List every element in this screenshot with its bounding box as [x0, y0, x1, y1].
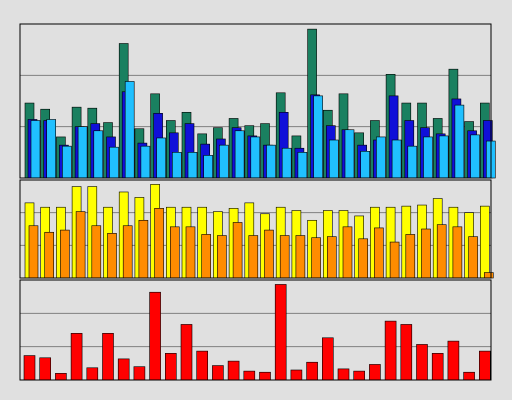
plot-border	[19, 23, 492, 179]
bar	[337, 368, 350, 381]
bar	[266, 144, 276, 179]
bar	[117, 358, 130, 381]
bar	[91, 225, 102, 279]
bar	[436, 224, 447, 279]
bar	[196, 350, 208, 381]
bar	[389, 241, 400, 279]
bar	[407, 145, 418, 179]
bar	[447, 340, 460, 381]
bar	[400, 324, 413, 381]
bar	[468, 236, 478, 279]
bar	[470, 134, 480, 179]
bar	[297, 152, 308, 179]
bar	[234, 130, 245, 179]
bar	[203, 155, 213, 179]
bar	[416, 344, 428, 381]
bar	[264, 229, 274, 279]
bar	[187, 152, 198, 179]
bar	[259, 371, 271, 381]
bar	[452, 226, 463, 279]
bar	[55, 373, 67, 381]
bar	[358, 238, 369, 279]
bar	[154, 208, 164, 279]
bar	[369, 364, 381, 381]
bar	[374, 227, 384, 279]
bar	[172, 152, 182, 179]
bar	[75, 211, 86, 279]
bar	[281, 147, 292, 179]
bar	[138, 219, 149, 279]
bar	[140, 145, 151, 179]
bar	[295, 235, 306, 279]
bar	[478, 350, 491, 381]
bar	[279, 235, 290, 279]
bar	[46, 119, 57, 179]
bar	[217, 235, 227, 279]
bar	[227, 360, 240, 381]
bar	[180, 324, 193, 381]
bar	[391, 139, 402, 179]
bar	[376, 136, 386, 179]
bar	[44, 231, 55, 279]
bar	[321, 337, 334, 381]
bar	[60, 229, 70, 279]
bar	[165, 353, 177, 381]
bar	[170, 226, 180, 279]
bar	[311, 237, 321, 279]
bar	[107, 233, 117, 279]
bar	[360, 151, 371, 179]
bar	[313, 95, 323, 179]
bar	[93, 130, 104, 179]
bar	[185, 226, 196, 279]
bar	[328, 139, 339, 179]
bar	[23, 355, 36, 381]
bar	[250, 136, 261, 179]
bar	[219, 144, 229, 179]
bar	[306, 361, 318, 381]
bar	[109, 146, 119, 179]
bar	[124, 81, 135, 179]
bar	[274, 284, 287, 381]
plot-area	[20, 280, 491, 380]
bar	[344, 129, 355, 179]
bar	[463, 371, 475, 381]
bar	[232, 222, 243, 279]
bar	[384, 320, 397, 381]
bar	[30, 120, 41, 179]
bar	[342, 226, 353, 279]
bar	[212, 365, 224, 381]
bar	[326, 236, 337, 279]
bar	[431, 353, 444, 381]
bar	[483, 272, 494, 279]
bar	[479, 205, 490, 279]
bar	[243, 370, 256, 381]
bar	[86, 367, 99, 381]
bar	[149, 291, 161, 381]
bar	[77, 126, 88, 179]
bar	[70, 333, 83, 381]
bar	[353, 370, 366, 381]
bar	[248, 235, 259, 279]
bar	[156, 137, 166, 179]
bar	[122, 225, 133, 279]
bar	[62, 145, 72, 179]
bar	[421, 228, 431, 279]
plot-border	[19, 179, 492, 279]
bar	[39, 357, 52, 381]
bar	[28, 225, 39, 279]
bar	[290, 369, 303, 381]
plot-border	[19, 279, 492, 381]
bar	[133, 366, 146, 381]
bar	[405, 234, 416, 279]
bar	[438, 135, 449, 179]
bar	[201, 234, 211, 279]
bar	[423, 136, 433, 179]
bar	[102, 333, 114, 381]
bar	[454, 104, 465, 179]
